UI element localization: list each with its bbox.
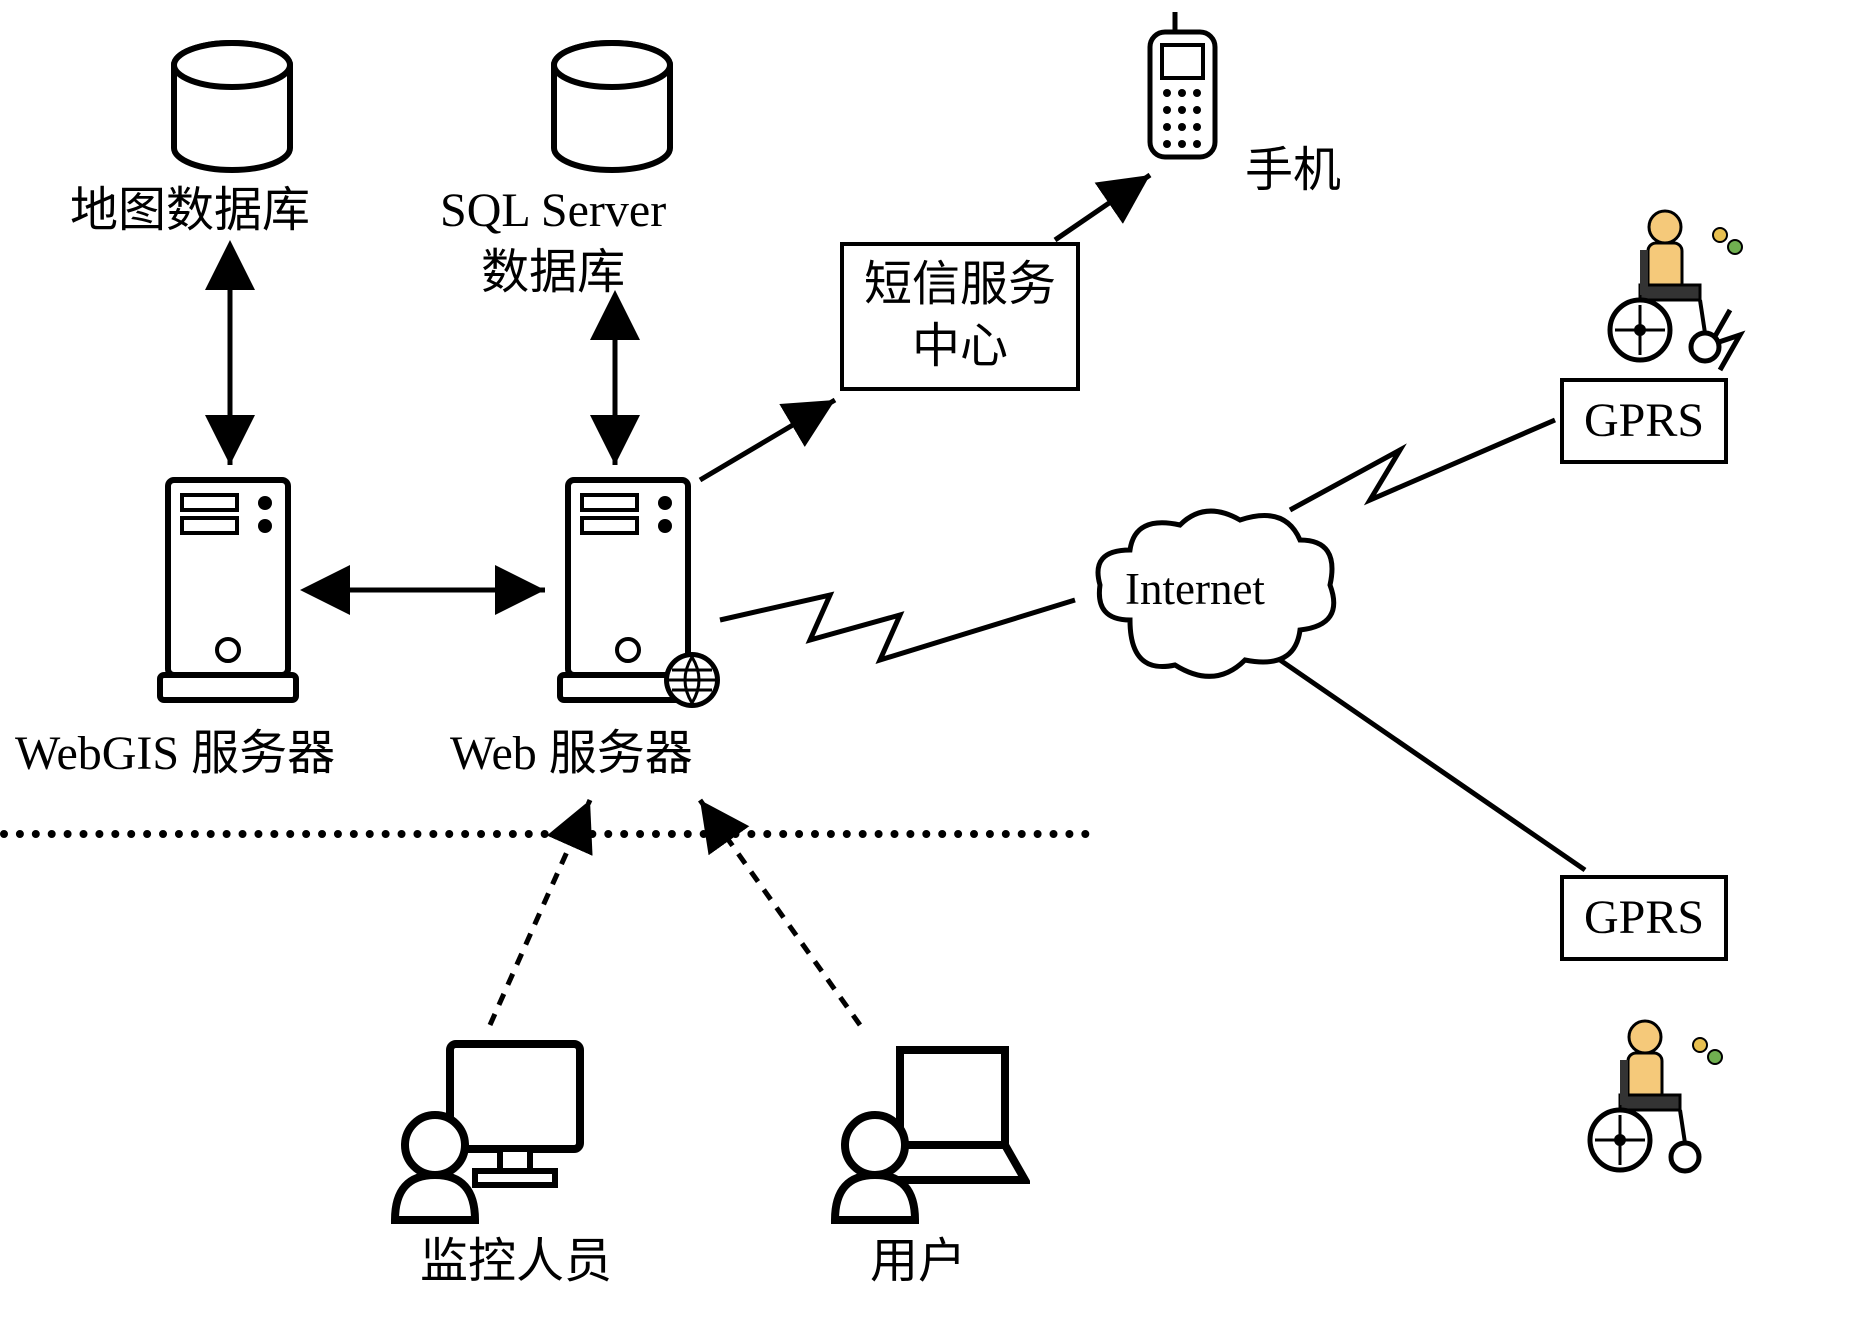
server-icon bbox=[150, 470, 310, 710]
map-db-icon bbox=[170, 40, 295, 175]
web-label: Web 服务器 bbox=[450, 723, 693, 785]
phone-label: 手机 bbox=[1245, 140, 1341, 202]
monitor-person-icon bbox=[380, 1030, 590, 1225]
web-server-icon bbox=[550, 470, 730, 710]
person-monitor-icon bbox=[380, 1030, 590, 1225]
user-icon bbox=[820, 1030, 1030, 1225]
internet-label: Internet bbox=[1125, 560, 1265, 619]
sql-db-icon bbox=[550, 40, 675, 175]
monitor-label: 监控人员 bbox=[420, 1231, 612, 1293]
database-icon bbox=[550, 40, 675, 175]
sql-label-line1: SQL Server bbox=[440, 180, 666, 242]
gprs-top-box: GPRS bbox=[1560, 378, 1728, 464]
person-laptop-icon bbox=[820, 1030, 1030, 1225]
server-icon bbox=[550, 470, 730, 710]
lightning-internet-gprs-top bbox=[1290, 420, 1555, 510]
sms-center-box: 短信服务 中心 bbox=[840, 242, 1080, 391]
wheelchair-top-icon bbox=[1585, 205, 1760, 370]
webgis-label: WebGIS 服务器 bbox=[15, 723, 335, 785]
map-db-label: 地图数据库 bbox=[70, 180, 310, 242]
edge-web-sms bbox=[700, 400, 835, 480]
database-icon bbox=[170, 40, 295, 175]
user-label: 用户 bbox=[870, 1231, 966, 1293]
divider-dotted bbox=[0, 830, 1090, 838]
sql-db-label: SQL Server 数据库 bbox=[440, 180, 666, 305]
phone-icon bbox=[1140, 10, 1225, 165]
sms-line2: 中心 bbox=[864, 316, 1056, 378]
wheelchair-bot-icon bbox=[1565, 1015, 1740, 1180]
lightning-web-internet bbox=[720, 595, 1075, 660]
webgis-server-icon bbox=[150, 470, 310, 710]
sql-label-line2: 数据库 bbox=[440, 242, 666, 304]
sms-line1: 短信服务 bbox=[864, 254, 1056, 316]
gprs-bot-box: GPRS bbox=[1560, 875, 1728, 961]
edge-sms-phone bbox=[1055, 175, 1150, 240]
